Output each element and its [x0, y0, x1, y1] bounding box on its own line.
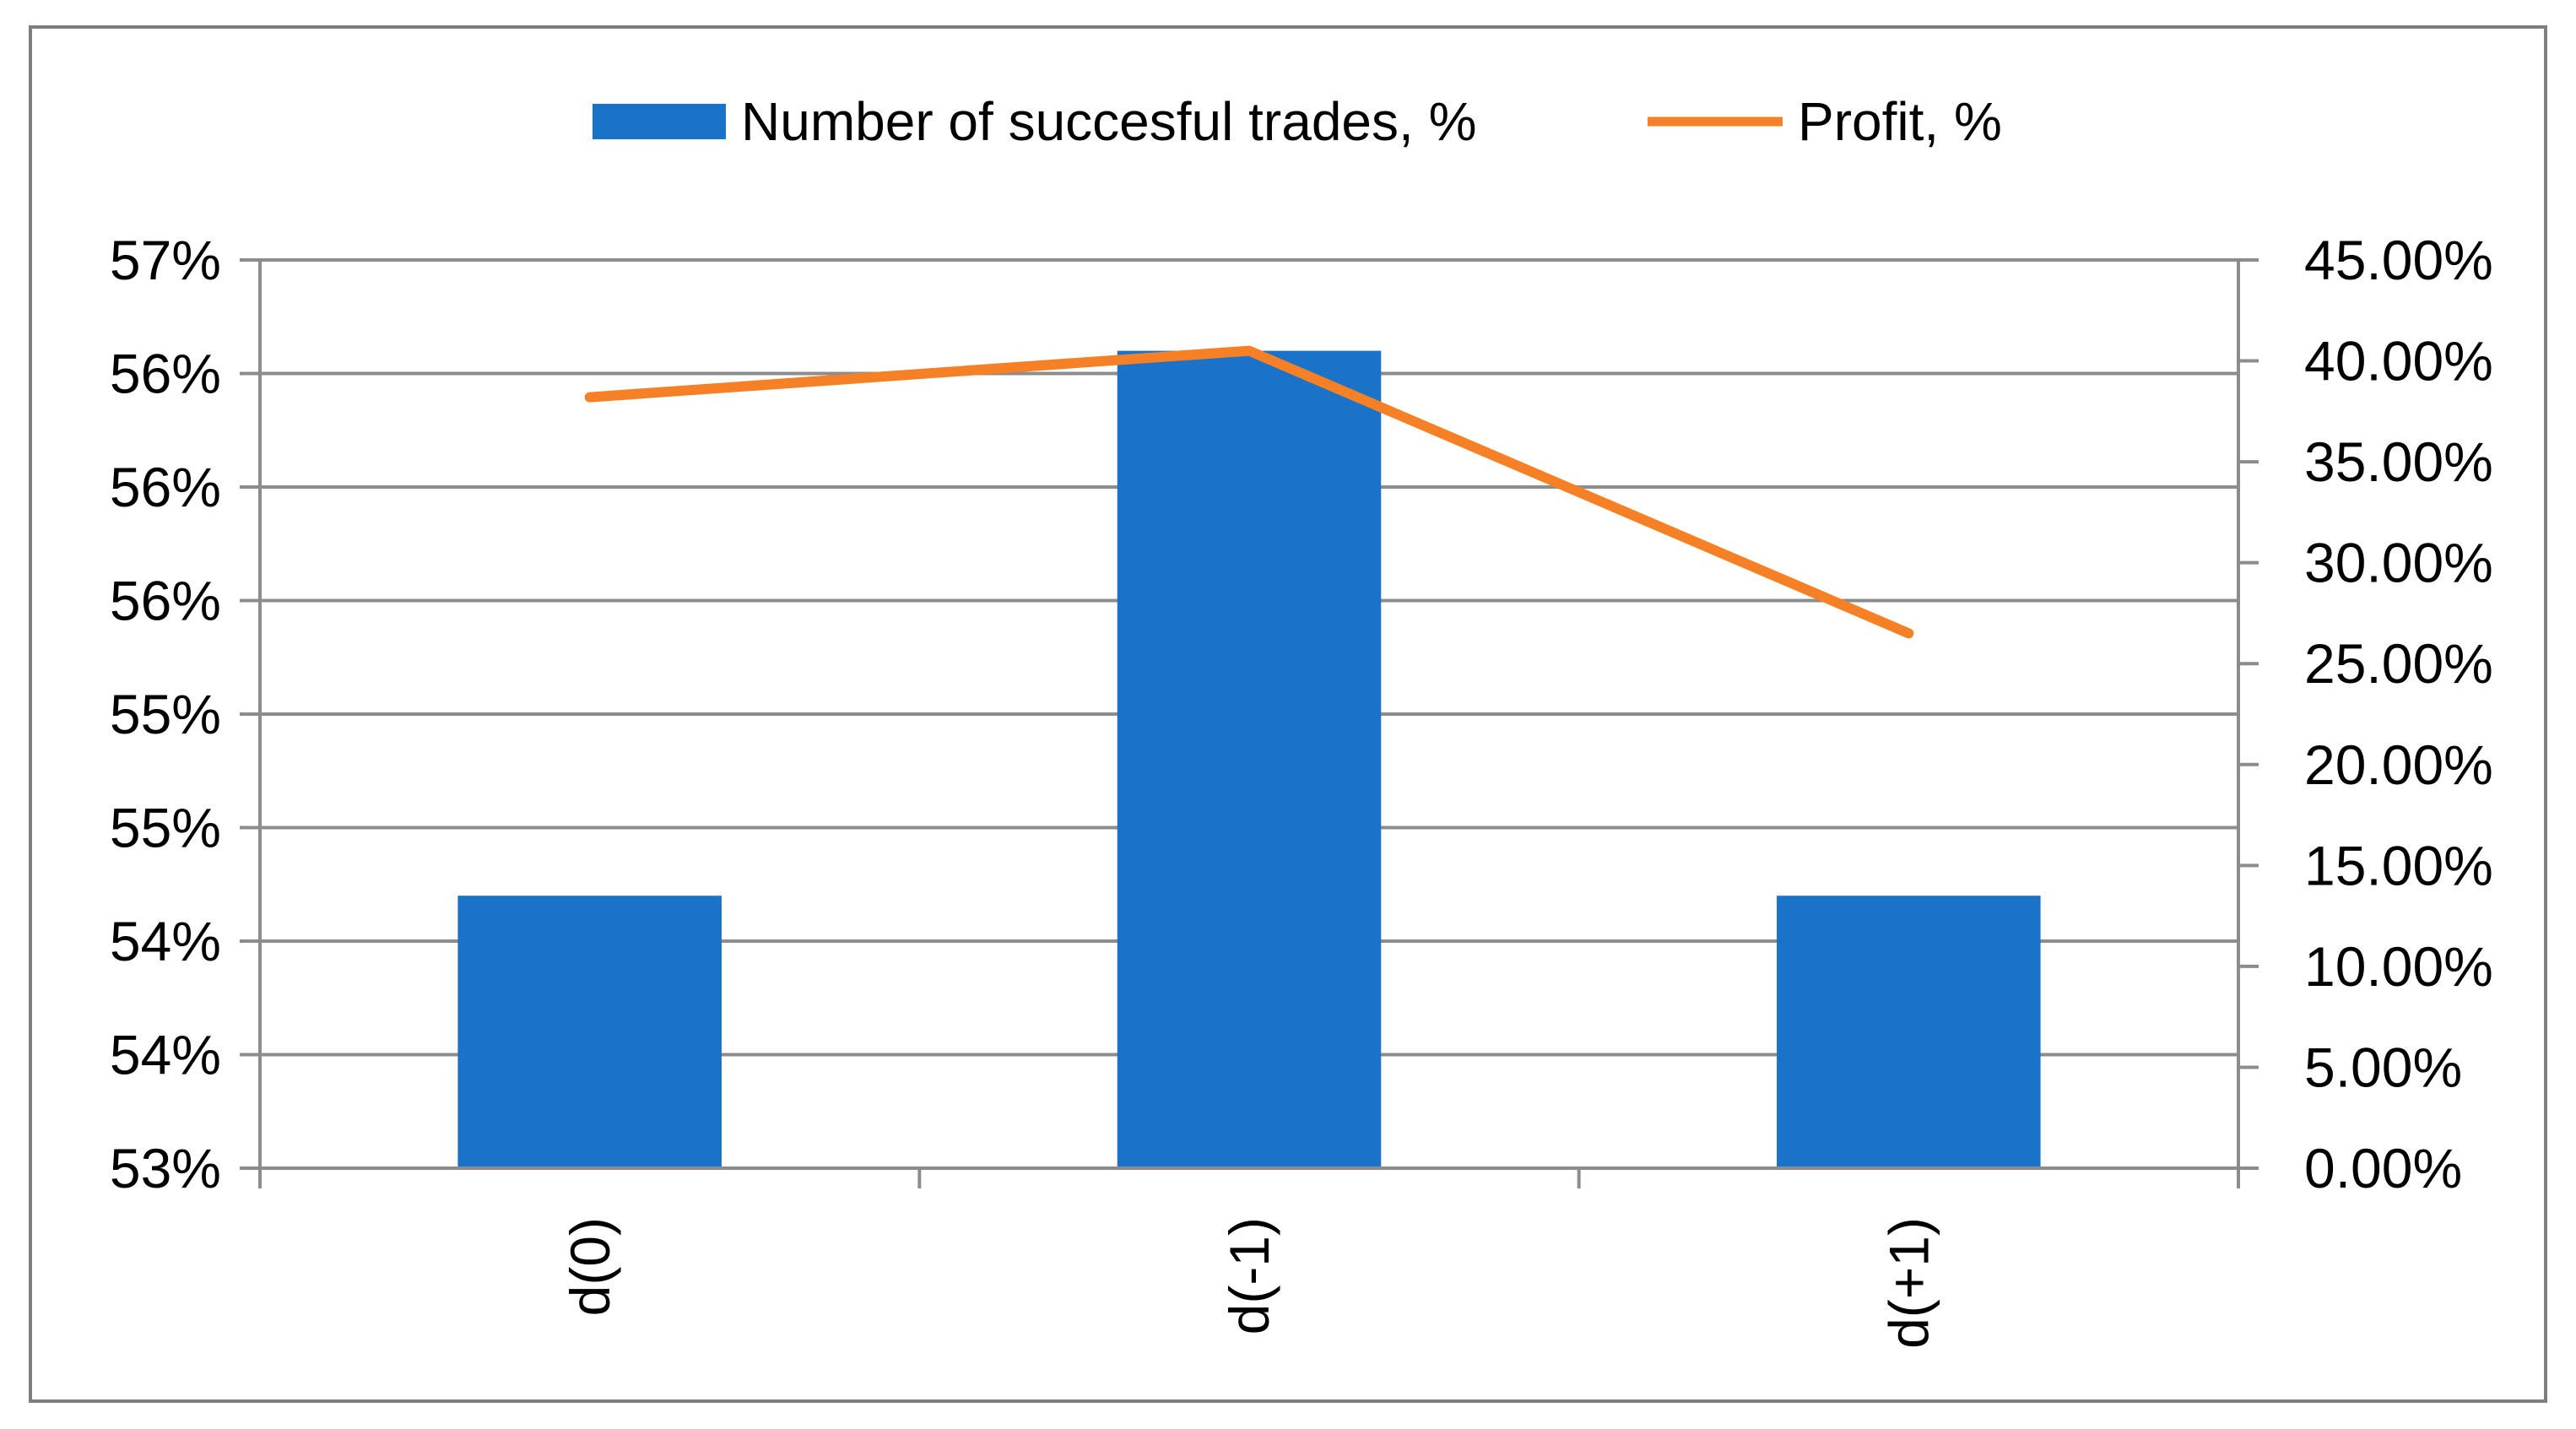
category-label: d(+1): [1877, 1217, 1940, 1349]
bar: [1117, 350, 1382, 1169]
left-tick-label: 57%: [110, 229, 221, 291]
left-tick-label: 55%: [110, 797, 221, 859]
right-tick-label: 35.00%: [2304, 430, 2493, 493]
right-tick-label: 45.00%: [2304, 229, 2493, 291]
bar-series: [457, 350, 2041, 1169]
category-label: d(-1): [1218, 1217, 1280, 1334]
bar: [457, 896, 722, 1168]
line-series: [584, 345, 1914, 639]
left-tick-label: 54%: [110, 910, 221, 972]
left-tick-label: 56%: [110, 456, 221, 518]
left-axis-tick-labels: 53% 54% 54% 55% 55% 56% 56% 56% 57%: [110, 229, 221, 1199]
right-tick-label: 25.00%: [2304, 632, 2493, 695]
left-tick-label: 54%: [110, 1024, 221, 1086]
left-tick-label: 53%: [110, 1137, 221, 1199]
right-tick-label: 40.00%: [2304, 330, 2493, 392]
left-tick-label: 56%: [110, 343, 221, 405]
axes: [240, 258, 2259, 1188]
legend-bar-swatch: [593, 104, 726, 139]
right-tick-label: 10.00%: [2304, 935, 2493, 998]
right-tick-label: 20.00%: [2304, 733, 2493, 796]
left-tick-label: 56%: [110, 570, 221, 632]
right-tick-label: 30.00%: [2304, 532, 2493, 594]
legend: Number of succesful trades, % Profit, %: [593, 91, 2002, 152]
left-tick-label: 55%: [110, 683, 221, 745]
right-tick-label: 0.00%: [2304, 1137, 2462, 1199]
category-label: d(0): [559, 1217, 621, 1316]
right-axis-tick-labels: 0.00% 5.00% 10.00% 15.00% 20.00% 25.00% 30.00%…: [2304, 229, 2493, 1199]
right-tick-label: 5.00%: [2304, 1036, 2462, 1098]
legend-bar-label: Number of succesful trades, %: [741, 91, 1476, 152]
profit-line: [584, 345, 1914, 639]
category-labels: d(0) d(-1) d(+1): [559, 1217, 1940, 1349]
right-tick-label: 15.00%: [2304, 834, 2493, 896]
legend-line-label: Profit, %: [1798, 91, 2002, 152]
bar: [1777, 896, 2041, 1168]
